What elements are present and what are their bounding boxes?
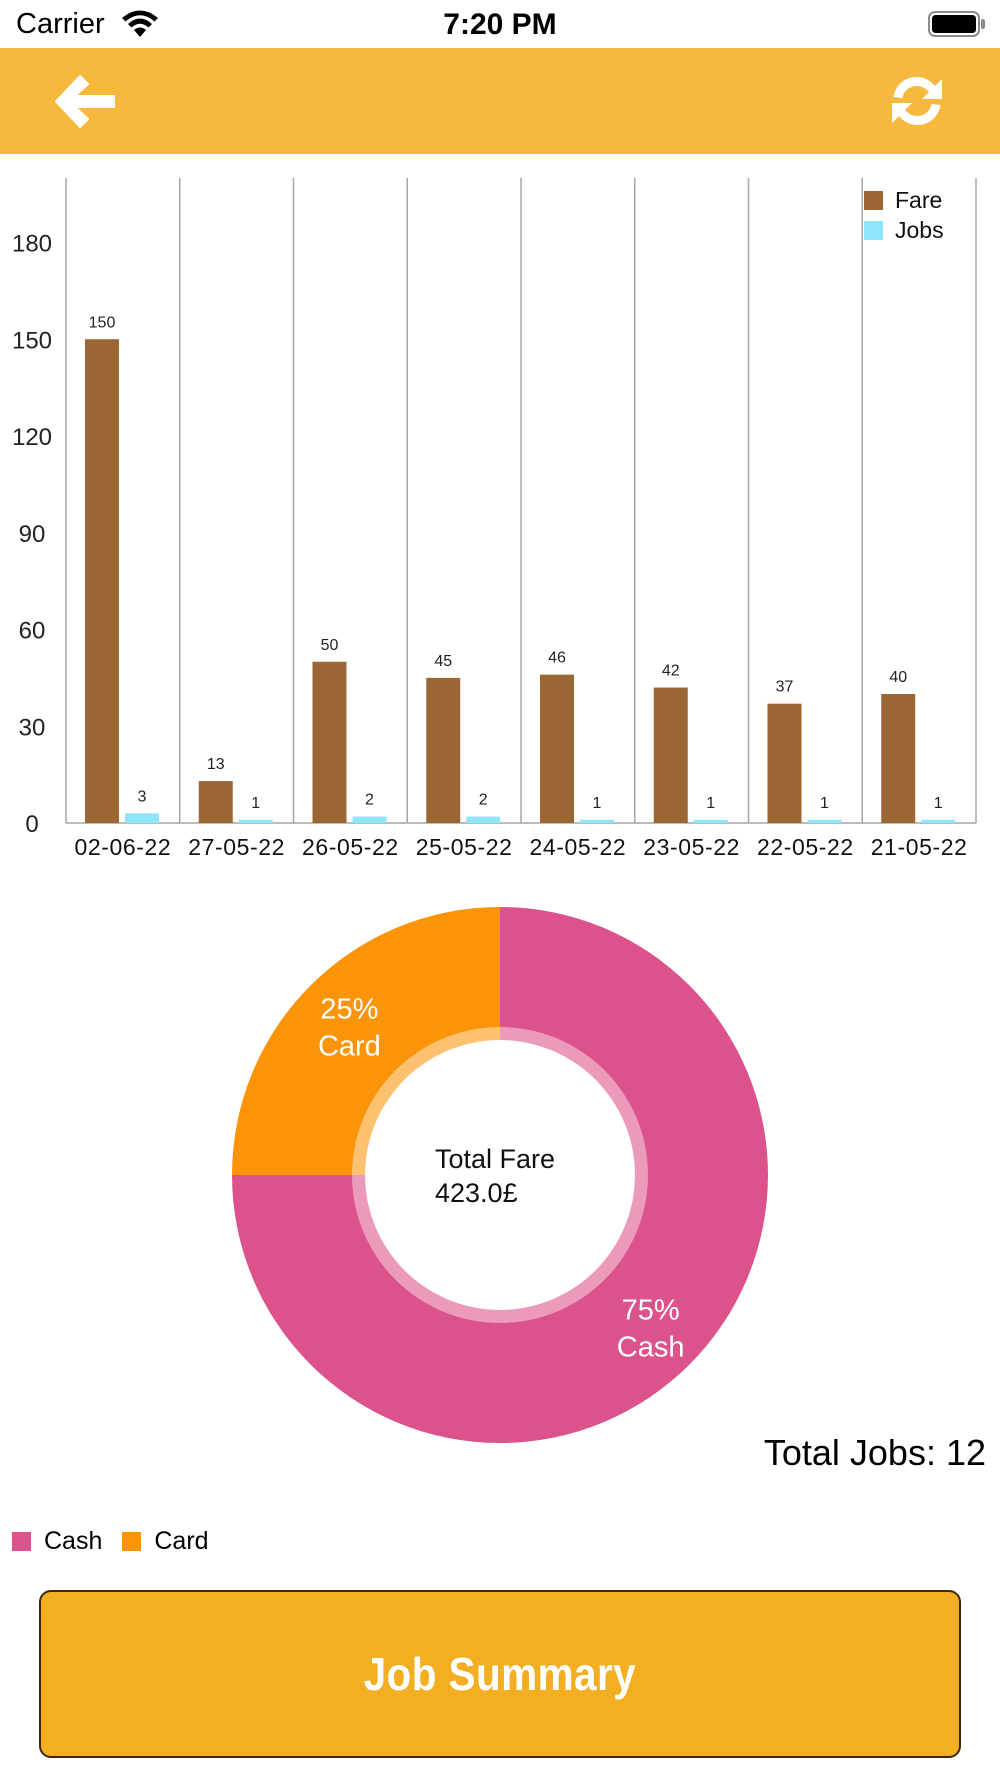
bar-fare bbox=[767, 703, 802, 823]
x-tick-label: 23-05-22 bbox=[643, 834, 740, 860]
slice-card-ring bbox=[352, 1027, 500, 1175]
x-tick-label: 22-05-22 bbox=[757, 834, 854, 860]
job-summary-button[interactable]: Job Summary bbox=[39, 1590, 961, 1758]
data-label-fare: 13 bbox=[207, 756, 225, 773]
bar-jobs bbox=[238, 819, 273, 823]
data-label-fare: 42 bbox=[662, 663, 680, 680]
slice-percent-card: 25% bbox=[320, 993, 378, 1025]
legend-label-card: Card bbox=[154, 1527, 209, 1555]
x-tick-label: 02-06-22 bbox=[74, 834, 171, 860]
data-label-jobs: 1 bbox=[251, 795, 260, 812]
arrow-left-icon[interactable] bbox=[52, 70, 118, 132]
y-tick-label: 0 bbox=[25, 811, 38, 838]
bar-fare bbox=[881, 694, 916, 823]
legend-label-fare: Fare bbox=[895, 187, 942, 213]
battery-icon bbox=[928, 11, 985, 37]
slice-card bbox=[232, 907, 500, 1175]
x-tick-label: 21-05-22 bbox=[871, 834, 968, 860]
payment-donut-chart: 75% Cash 25% Card Total Fare 423.0£ bbox=[232, 907, 768, 1443]
data-label-jobs: 1 bbox=[934, 795, 943, 812]
y-tick-label: 180 bbox=[12, 231, 52, 258]
legend-swatch-cash bbox=[12, 1532, 31, 1551]
refresh-icon[interactable] bbox=[884, 68, 950, 134]
slice-label-cash: Cash bbox=[617, 1332, 685, 1364]
data-label-jobs: 2 bbox=[479, 792, 488, 809]
y-tick-label: 60 bbox=[19, 618, 46, 645]
slice-cash bbox=[232, 907, 768, 1443]
wifi-icon bbox=[122, 10, 158, 37]
bar-fare bbox=[312, 661, 347, 823]
data-label-fare: 150 bbox=[89, 314, 116, 331]
data-label-fare: 50 bbox=[321, 637, 339, 654]
bar-jobs bbox=[807, 819, 842, 823]
data-label-jobs: 3 bbox=[138, 788, 147, 805]
data-label-jobs: 1 bbox=[706, 795, 715, 812]
slice-label-card: Card bbox=[318, 1030, 381, 1062]
bar-fare bbox=[540, 674, 574, 823]
legend-label-jobs: Jobs bbox=[895, 217, 944, 243]
data-label-jobs: 1 bbox=[820, 795, 829, 812]
legend-label-cash: Cash bbox=[44, 1527, 103, 1555]
legend-item-cash: Cash bbox=[12, 1527, 102, 1556]
x-tick-label: 27-05-22 bbox=[188, 834, 285, 860]
y-tick-label: 150 bbox=[12, 327, 52, 354]
clock: 7:20 PM bbox=[443, 8, 557, 41]
x-tick-label: 26-05-22 bbox=[302, 834, 399, 860]
slice-percent-cash: 75% bbox=[622, 1295, 680, 1327]
center-value: 423.0£ bbox=[435, 1178, 518, 1208]
y-tick-label: 120 bbox=[12, 424, 52, 451]
legend-swatch-jobs bbox=[864, 221, 883, 240]
bar-fare bbox=[426, 677, 461, 823]
payment-legend: Cash Card bbox=[12, 1527, 229, 1556]
bar-fare bbox=[85, 339, 119, 823]
y-tick-label: 30 bbox=[19, 714, 46, 741]
bar-jobs bbox=[125, 813, 159, 823]
bar-jobs bbox=[466, 816, 501, 823]
bar-chart: 0 30 60 90 120 150 180 150 3 02-06-22 13 1 27-05-22 5… bbox=[12, 178, 977, 860]
x-tick-label: 25-05-22 bbox=[416, 834, 513, 860]
data-label-fare: 37 bbox=[776, 679, 794, 696]
center-title: Total Fare bbox=[435, 1144, 555, 1174]
bar-fare bbox=[198, 781, 233, 823]
job-summary-button-label: Job Summary bbox=[363, 1648, 637, 1700]
legend-swatch-fare bbox=[864, 191, 883, 210]
y-tick-label: 90 bbox=[19, 521, 46, 548]
bar-jobs bbox=[580, 819, 614, 823]
x-tick-label: 24-05-22 bbox=[529, 834, 626, 860]
data-label-jobs: 1 bbox=[593, 795, 602, 812]
data-label-fare: 40 bbox=[889, 669, 907, 686]
total-jobs-label: Total Jobs: 12 bbox=[763, 1432, 986, 1473]
data-label-jobs: 2 bbox=[365, 792, 374, 809]
bar-fare bbox=[653, 687, 688, 823]
bar-jobs bbox=[921, 819, 956, 823]
data-label-fare: 45 bbox=[434, 653, 452, 670]
carrier-label: Carrier bbox=[16, 8, 105, 40]
legend-item-card: Card bbox=[122, 1527, 209, 1556]
app-header bbox=[0, 48, 1000, 154]
bar-jobs bbox=[352, 816, 387, 823]
bar-jobs bbox=[693, 819, 728, 823]
legend-swatch-card bbox=[122, 1532, 142, 1551]
data-label-fare: 46 bbox=[548, 650, 566, 667]
status-bar: Carrier 7:20 PM bbox=[0, 0, 1000, 48]
